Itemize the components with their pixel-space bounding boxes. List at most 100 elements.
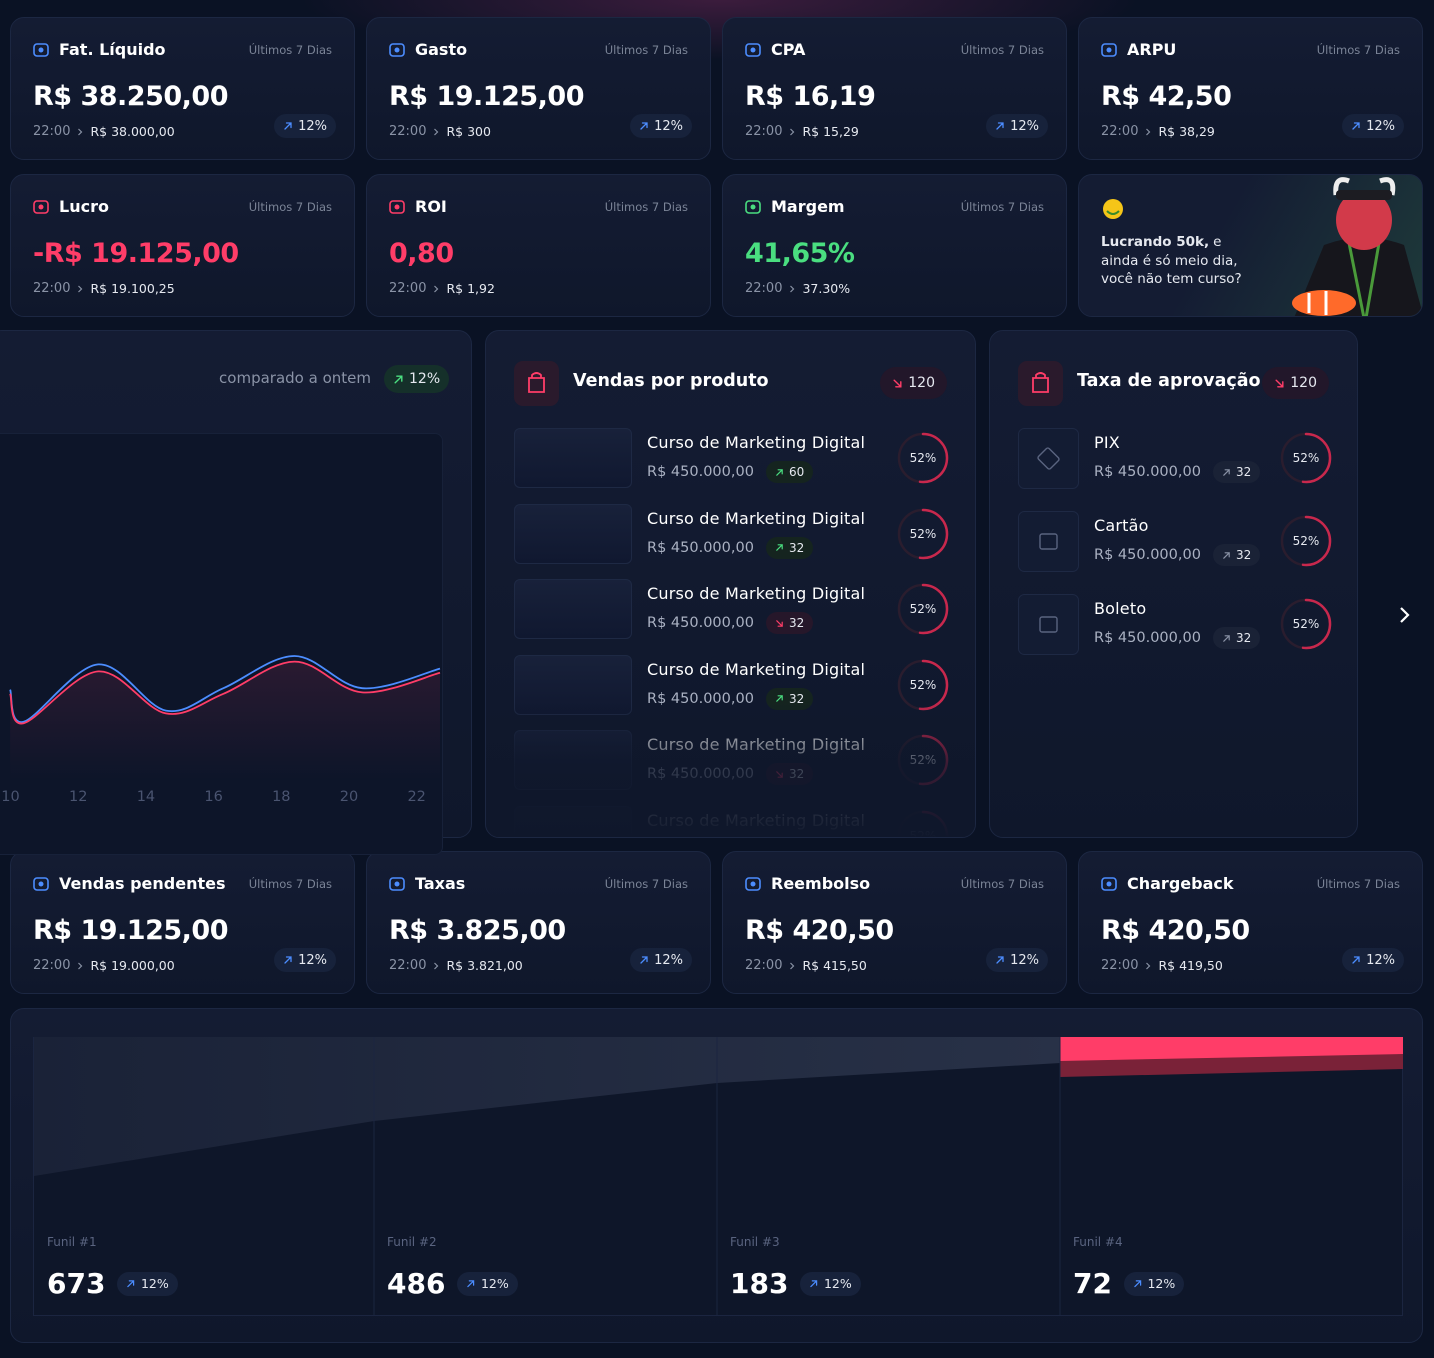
ring-label: 52% — [1293, 451, 1320, 465]
change-badge: 12% — [986, 114, 1048, 138]
card-value: R$ 3.825,00 — [389, 915, 566, 946]
comparison-previous: R$ 415,50 — [802, 958, 867, 973]
change-badge: 12% — [630, 114, 692, 138]
panel-icon — [1018, 361, 1063, 406]
icon-box — [1018, 511, 1079, 572]
emoji-face — [1103, 199, 1123, 219]
arrow-path — [996, 956, 1004, 964]
card-period: Últimos 7 Dias — [1316, 877, 1400, 891]
panel-icon — [514, 361, 559, 406]
card-period: Últimos 7 Dias — [248, 877, 332, 891]
item-detail: R$ 450.000,00 32 — [1094, 461, 1261, 483]
comparison-previous: R$ 19.000,00 — [90, 958, 175, 973]
change-badge: 12% — [1342, 948, 1404, 972]
icon-dot — [394, 47, 400, 53]
funnel-panel: Funil #1 673 12% Funil #2 486 12% Funil #3 183 1… — [10, 1008, 1423, 1343]
change-badge: 120 — [1262, 367, 1329, 399]
card-title: Reembolso — [771, 874, 871, 893]
icon-box — [1018, 594, 1079, 655]
comparison-previous: R$ 419,50 — [1158, 958, 1223, 973]
fish-stripes — [1307, 291, 1328, 315]
trend-arrow — [776, 468, 783, 476]
comparison-time: 22:00 — [33, 281, 71, 296]
item-name: Curso de Marketing Digital — [647, 433, 866, 452]
change-value: 120 — [908, 375, 935, 391]
change-value: 12% — [480, 1276, 509, 1291]
arrow-path — [1352, 956, 1360, 964]
item-detail: R$ 450.000,00 32 — [647, 612, 814, 634]
next-arrow[interactable] — [1398, 606, 1412, 624]
arrow-path — [893, 378, 902, 388]
ring-label: 52% — [910, 451, 937, 465]
item-detail: R$ 450.000,00 32 — [1094, 544, 1261, 566]
card-comparison: 22:00 R$ 419,50 — [1101, 958, 1223, 973]
icon-shape — [745, 43, 761, 57]
change-value: 12% — [298, 952, 327, 968]
comparison-time: 22:00 — [745, 958, 783, 973]
robe-trim — [1347, 242, 1381, 316]
card-comparison: 22:00 R$ 1,92 — [389, 281, 495, 296]
chevron-path — [78, 128, 83, 135]
chevron — [78, 128, 83, 135]
chevron — [790, 962, 795, 969]
x-tick-label: 12 — [69, 789, 87, 805]
x-tick-label: 18 — [272, 789, 290, 805]
change-badge: 120 — [880, 367, 947, 399]
change-badge: 32 — [1212, 544, 1261, 566]
arrow-path — [1223, 468, 1230, 476]
item-detail: R$ 450.000,00 32 — [647, 536, 814, 559]
card-comparison: 22:00 R$ 38.000,00 — [33, 124, 175, 139]
card-title: ROI — [415, 197, 447, 216]
trend-arrow — [1275, 378, 1284, 388]
card-title: Fat. Líquido — [59, 40, 166, 59]
mascot — [1292, 177, 1422, 316]
change-badge: 12% — [384, 365, 450, 393]
chevron — [434, 962, 439, 969]
icon-dot — [750, 47, 756, 53]
bag — [528, 372, 545, 393]
comparison-previous: R$ 300 — [446, 124, 491, 139]
card-comparison: 22:00 R$ 19.100,25 — [33, 281, 175, 296]
arrow-path — [776, 619, 783, 627]
fish — [1292, 290, 1356, 316]
change-value: 120 — [1290, 375, 1317, 391]
chevron — [1146, 128, 1151, 135]
trend-arrow — [467, 1280, 475, 1287]
icon-dot — [750, 881, 756, 887]
chevron-path — [1146, 962, 1151, 969]
arrow-path — [467, 1280, 475, 1287]
change-value: 12% — [654, 952, 683, 968]
card-period: Últimos 7 Dias — [248, 43, 332, 57]
icon-dot — [1106, 47, 1112, 53]
card-value: 41,65% — [745, 238, 855, 269]
kpi-card: ROI Últimos 7 Dias 0,80 22:00 R$ 1,92 — [366, 174, 711, 317]
ring-arc — [918, 583, 949, 635]
method-icon — [1018, 428, 1079, 489]
arrow-path — [776, 468, 783, 476]
change-value: 60 — [788, 465, 805, 479]
chevron — [790, 285, 795, 292]
card-title: Gasto — [415, 40, 468, 59]
card-icon — [33, 43, 49, 57]
percent-ring: 52% — [1280, 515, 1332, 567]
card-icon — [389, 877, 405, 891]
comparison-previous: R$ 3.821,00 — [446, 958, 523, 973]
funnel-stat: 183 12% — [730, 1267, 861, 1300]
emoji-mouth — [1106, 210, 1120, 215]
icon-dot — [38, 881, 44, 887]
ring-label: 52% — [910, 602, 937, 616]
promo-card: Lucrando 50k, e ainda é só meio dia, você… — [1078, 174, 1423, 317]
card-period: Últimos 7 Dias — [1316, 43, 1400, 57]
item-price: R$ 450.000,00 — [647, 464, 754, 480]
promo-headline: Lucrando 50k, — [1101, 234, 1210, 250]
item-price: R$ 450.000,00 — [1094, 630, 1201, 646]
icon-shape — [1101, 43, 1117, 57]
funnel-label: Funil #1 — [47, 1235, 97, 1249]
trend-arrow — [394, 374, 403, 384]
card-comparison: 22:00 37.30% — [745, 281, 850, 296]
x-tick-label: 16 — [204, 789, 222, 805]
line-series — [9, 655, 441, 723]
plot-frame — [0, 433, 443, 855]
change-value: 32 — [1235, 548, 1252, 562]
chevron-path — [434, 285, 439, 292]
